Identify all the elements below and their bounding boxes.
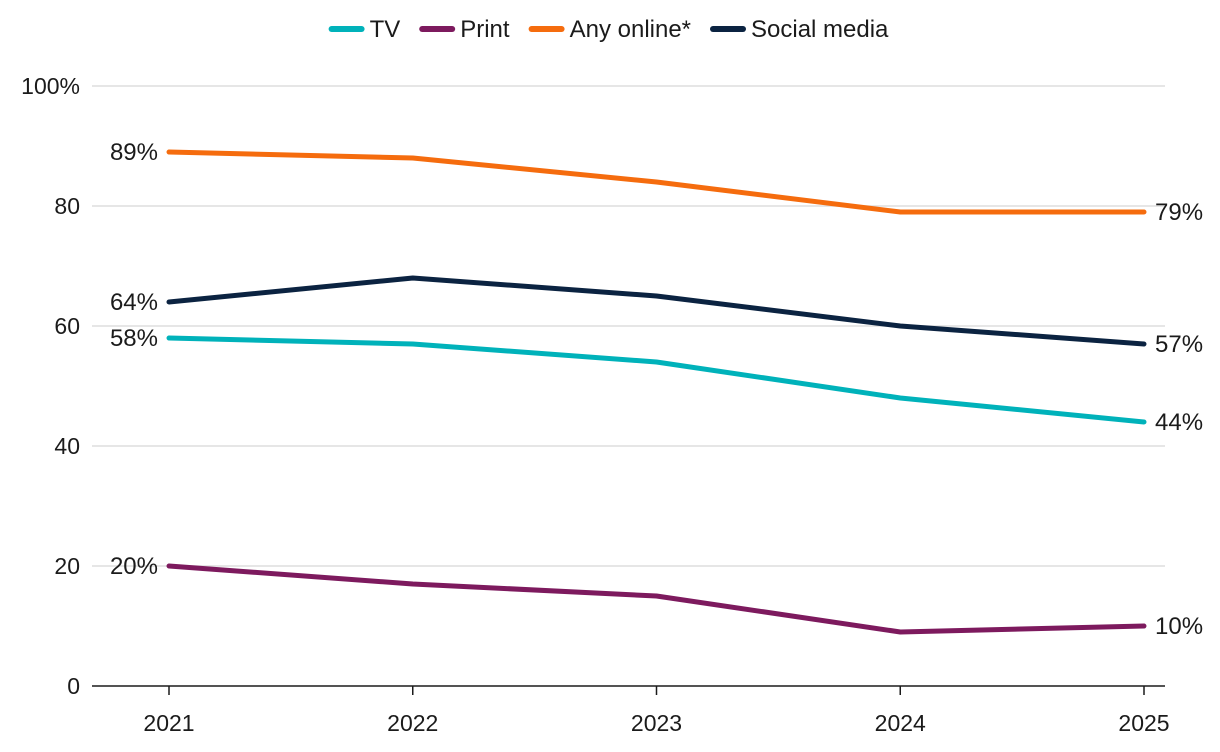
end-label-print: 10%: [1155, 613, 1203, 640]
y-tick-label-60: 60: [54, 313, 80, 339]
end-label-social-media: 57%: [1155, 331, 1203, 358]
legend-item-tv: TV: [328, 16, 401, 43]
start-label-any-online: 89%: [110, 139, 158, 166]
start-label-print: 20%: [110, 553, 158, 580]
legend-label-tv: TV: [370, 16, 401, 43]
end-label-tv: 44%: [1155, 409, 1203, 436]
series-line-print: [166, 563, 1147, 635]
legend-label-print: Print: [460, 16, 510, 43]
series-line-any-online: [166, 149, 1147, 215]
legend-label-any-online: Any online*: [570, 16, 691, 43]
series-line-tv: [166, 335, 1147, 425]
x-tick-label-2023: 2023: [631, 710, 682, 736]
legend-item-any-online: Any online*: [528, 16, 691, 43]
start-label-social-media: 64%: [110, 289, 158, 316]
y-tick-label-40: 40: [54, 433, 80, 459]
y-tick-label-100: 100%: [21, 73, 80, 99]
x-tick-label-2024: 2024: [875, 710, 926, 736]
gridlines: [92, 85, 1165, 567]
legend-label-social-media: Social media: [751, 16, 889, 43]
series-lines: [166, 149, 1147, 635]
data-labels: 58% 44% 20% 10% 89% 79% 64% 57%: [110, 139, 1203, 640]
start-label-tv: 58%: [110, 325, 158, 352]
legend-item-print: Print: [419, 16, 510, 43]
end-label-any-online: 79%: [1155, 199, 1203, 226]
x-tick-label-2021: 2021: [143, 710, 194, 736]
y-tick-label-0: 0: [67, 673, 80, 699]
series-line-social-media: [166, 275, 1147, 347]
legend-item-social-media: Social media: [710, 16, 889, 43]
chart-legend: TV Print Any online* Social media: [328, 16, 889, 43]
x-tick-label-2022: 2022: [387, 710, 438, 736]
x-tick-label-2025: 2025: [1118, 710, 1169, 736]
y-tick-label-80: 80: [54, 193, 80, 219]
y-tick-label-20: 20: [54, 553, 80, 579]
axes: 0 20 40 60 80 100% 2021 2022 2023 2024 2025: [21, 73, 1169, 736]
